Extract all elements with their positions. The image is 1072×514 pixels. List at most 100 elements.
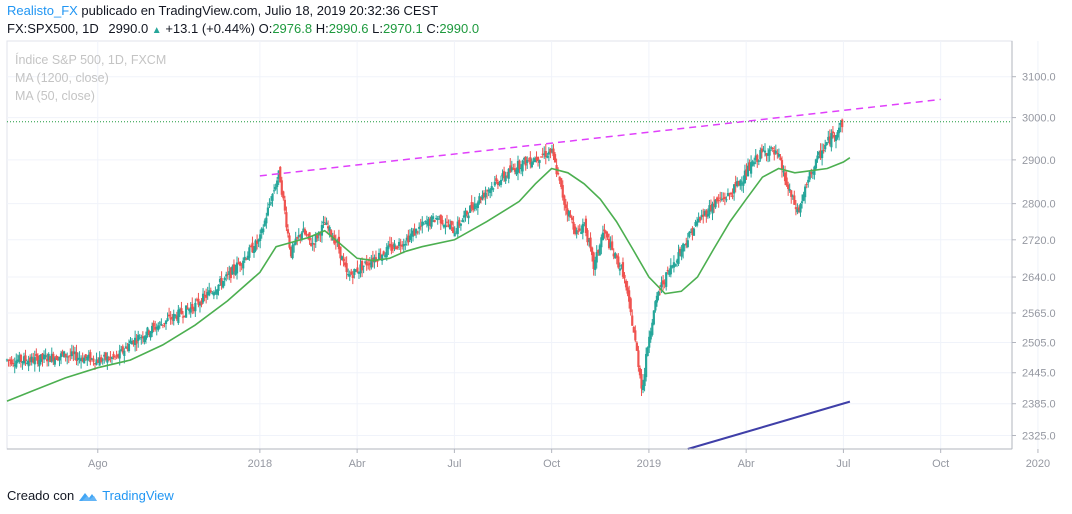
- candle-down: [345, 263, 348, 273]
- candle-down: [699, 216, 702, 221]
- tradingview-link[interactable]: TradingView: [102, 488, 174, 503]
- candle-up: [370, 260, 373, 268]
- candle-down: [535, 157, 538, 160]
- candle-up: [532, 160, 535, 162]
- x-tick-label: Oct: [543, 458, 560, 470]
- candle-up: [149, 331, 152, 338]
- candle-down: [19, 354, 22, 362]
- candle-down: [229, 267, 232, 279]
- legend-ma-1200[interactable]: MA (1200, close): [15, 71, 109, 85]
- candle-up: [816, 155, 819, 160]
- candle-up: [669, 265, 672, 275]
- candle-up: [331, 238, 334, 241]
- candle-up: [668, 270, 671, 275]
- candle-up: [581, 223, 584, 233]
- open-label: O:: [258, 21, 273, 36]
- candle-up: [492, 188, 495, 190]
- candle-up: [424, 221, 427, 223]
- candle-up: [398, 241, 401, 247]
- candle-down: [24, 355, 27, 362]
- candle-up: [243, 256, 246, 261]
- candle-up: [320, 225, 324, 236]
- candle-up: [839, 122, 842, 125]
- candle-up: [178, 309, 182, 312]
- x-tick-label: Oct: [932, 458, 949, 470]
- candle-up: [523, 158, 526, 160]
- candle-down: [529, 157, 532, 165]
- candle-up: [144, 335, 148, 340]
- candle-up: [674, 264, 677, 266]
- candle-down: [367, 264, 370, 266]
- candle-up: [130, 341, 134, 345]
- candle-down: [631, 315, 634, 326]
- candle-down: [316, 235, 319, 239]
- candle-up: [83, 357, 86, 364]
- candle-up: [22, 356, 26, 364]
- candle-down: [615, 255, 618, 258]
- candle-down: [226, 273, 229, 275]
- candle-up: [507, 168, 510, 179]
- candle-down: [572, 222, 575, 230]
- candle-up: [683, 244, 686, 246]
- candle-down: [360, 261, 364, 271]
- candle-down: [396, 246, 399, 249]
- candle-up: [222, 280, 225, 288]
- trendlines: [7, 98, 1012, 450]
- candle-up: [322, 221, 325, 223]
- candle-up: [90, 358, 94, 360]
- y-tick-label: 2385.0: [1022, 399, 1056, 411]
- candle-up: [436, 218, 439, 220]
- x-tick-label: 2020: [1026, 458, 1050, 470]
- candle-up: [487, 189, 490, 192]
- candle-up: [753, 162, 756, 165]
- candle-up: [671, 265, 674, 268]
- candle-up: [27, 360, 30, 367]
- legend-ma-50[interactable]: MA (50, close): [15, 89, 95, 103]
- candle-up: [475, 206, 478, 208]
- candle-down: [135, 340, 138, 344]
- candle-up: [811, 172, 814, 174]
- candle-down: [719, 197, 722, 199]
- candle-down: [447, 225, 450, 227]
- candle-up: [387, 245, 390, 250]
- candle-up: [293, 244, 296, 246]
- candle-up: [33, 357, 36, 365]
- legend-main[interactable]: Índice S&P 500, 1D, FXCM: [15, 53, 167, 67]
- candle-up: [13, 364, 16, 366]
- candle-up: [50, 353, 53, 362]
- candle-up: [476, 202, 479, 209]
- candle-down: [407, 235, 410, 243]
- candle-down: [305, 234, 308, 236]
- candle-down: [365, 261, 368, 266]
- candle-down: [513, 168, 517, 172]
- candle-up: [430, 216, 433, 227]
- candle-down: [96, 360, 100, 363]
- moving-averages: [6, 157, 851, 402]
- candle-down: [61, 351, 64, 355]
- candle-down: [113, 356, 117, 358]
- candle-down: [12, 362, 15, 364]
- candle-up: [140, 336, 143, 338]
- candle-up: [158, 322, 161, 324]
- candle-down: [368, 262, 371, 265]
- candle-up: [252, 250, 256, 253]
- candle-down: [479, 197, 483, 200]
- grid-lines: [6, 40, 1039, 450]
- x-tick-label: Abr: [738, 458, 755, 470]
- candle-down: [299, 234, 302, 237]
- candle-down: [709, 205, 713, 211]
- candle-down: [56, 359, 60, 361]
- candle-up: [42, 354, 46, 360]
- candle-down: [590, 247, 594, 256]
- candle-up: [263, 220, 266, 226]
- candle-down: [702, 214, 705, 217]
- author-link[interactable]: Realisto_FX: [7, 3, 78, 18]
- candle-up: [418, 226, 421, 229]
- candle-down: [563, 195, 566, 205]
- candle-down: [390, 244, 393, 251]
- candle-down: [84, 354, 87, 359]
- candle-up: [184, 305, 188, 318]
- candle-down: [388, 243, 391, 246]
